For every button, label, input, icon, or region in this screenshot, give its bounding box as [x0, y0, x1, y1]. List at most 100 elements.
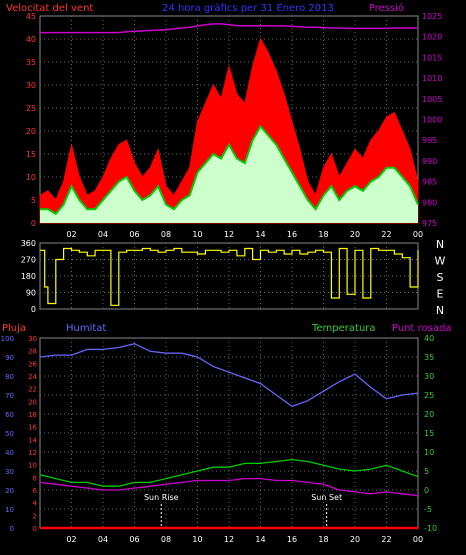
pressure-y-tick-label: 1025 [422, 12, 442, 21]
pressure-y-tick-label: 990 [422, 157, 437, 166]
x-tick-label: 18 [318, 230, 328, 239]
rain-y-tick-label: 16 [28, 424, 37, 432]
x-tick-label: 20 [350, 230, 360, 239]
wind-average-area [40, 126, 418, 223]
compass-letter: N [436, 238, 444, 251]
direction-y-tick-label: 270 [21, 256, 36, 265]
temperature-y-tick-label: -10 [424, 524, 437, 533]
wind-y-tick-label: 10 [26, 173, 36, 182]
wind-average-line [40, 124, 419, 216]
pressure-y-tick-label: 1015 [422, 53, 442, 62]
rain-label: Pluja [2, 323, 26, 334]
wind-gust-area [39, 37, 419, 224]
pressure-y-tick-label: 975 [422, 219, 437, 228]
temperature-plot-frame [39, 337, 419, 529]
humidity-y-tick-label: 100 [1, 335, 14, 343]
x-tick-label: 08 [161, 230, 171, 239]
x-tick-label: 14 [255, 230, 265, 239]
temperature-y-tick-label: 0 [424, 486, 429, 495]
x-tick-label: 02 [66, 230, 76, 239]
wind-y-tick-label: 45 [26, 12, 36, 21]
pressure-y-tick-label: 980 [422, 198, 437, 207]
wind-y-axis: 0 5 10 15 20 25 30 35 40 45 [26, 12, 36, 228]
temperature-y-tick-label: 10 [424, 448, 434, 457]
x-tick-label: 20 [350, 535, 360, 544]
wind-speed-label: Velocitat del vent [6, 3, 93, 14]
compass-letter: N [436, 304, 444, 317]
pressure-y-tick-label: 1005 [422, 95, 442, 104]
humidity-y-tick-label: 30 [5, 468, 14, 476]
wind-y-tick-label: 25 [26, 104, 36, 113]
x-tick-label: 02 [66, 535, 76, 544]
rain-y-tick-label: 30 [28, 335, 37, 343]
sun-marker-label: Sun Rise [144, 493, 179, 502]
wind-y-tick-label: 40 [26, 35, 36, 44]
x-tick-label: 14 [255, 535, 265, 544]
wind-direction-line [40, 247, 419, 306]
temperature-y-tick-label: 20 [424, 410, 434, 419]
wind-x-axis: 02 04 06 08 10 12 14 16 18 20 22 00 [66, 230, 423, 239]
temperature-label: Temperatura [311, 323, 376, 334]
temperature-y-tick-label: 40 [424, 334, 434, 343]
temperature-y-axis: -10 -5 0 5 10 15 20 25 30 35 40 [424, 334, 437, 533]
compass-letter: E [437, 288, 444, 301]
x-tick-label: 12 [224, 230, 234, 239]
x-tick-label: 10 [192, 535, 202, 544]
rain-y-tick-label: 10 [28, 462, 37, 470]
x-tick-label: 00 [413, 230, 423, 239]
rain-y-tick-label: 6 [33, 487, 38, 495]
x-tick-label: 04 [98, 535, 108, 544]
x-tick-label: 08 [161, 535, 171, 544]
direction-y-tick-label: 180 [21, 272, 36, 281]
direction-y-tick-label: 0 [31, 305, 36, 314]
rain-y-tick-label: 8 [33, 474, 37, 482]
temperature-y-tick-label: 5 [424, 467, 429, 476]
x-tick-label: 10 [192, 230, 202, 239]
rain-y-tick-label: 4 [33, 500, 38, 508]
wind-series [39, 23, 419, 224]
sun-marker-label: Sun Set [311, 493, 342, 502]
wind-y-tick-label: 15 [26, 150, 36, 159]
pressure-label: Pressió [369, 2, 404, 14]
humidity-y-tick-label: 60 [5, 411, 14, 419]
temperature-series [39, 343, 419, 530]
pressure-y-tick-label: 1000 [422, 116, 442, 125]
temperature-y-tick-label: 30 [424, 372, 434, 381]
pressure-y-tick-label: 995 [422, 136, 437, 145]
pressure-line [40, 23, 418, 34]
x-tick-label: 06 [129, 535, 139, 544]
rain-y-tick-label: 18 [28, 411, 37, 419]
rain-y-tick-label: 14 [28, 436, 37, 444]
compass-letter: S [437, 271, 444, 284]
chart-title: 24 hora gràfics per 31 Enero 2013 [162, 2, 334, 14]
temperature-y-tick-label: -5 [424, 505, 432, 514]
direction-y-tick-label: 90 [26, 289, 36, 298]
temperature-y-tick-label: 35 [424, 353, 434, 362]
x-tick-label: 22 [381, 230, 391, 239]
direction-series [40, 247, 419, 306]
humidity-y-tick-label: 80 [5, 373, 14, 381]
x-tick-label: 18 [318, 535, 328, 544]
humidity-y-tick-label: 20 [5, 487, 14, 495]
dewpoint-line [39, 477, 419, 497]
humidity-y-tick-label: 10 [5, 506, 14, 514]
rain-y-tick-label: 0 [33, 525, 37, 533]
wind-y-tick-label: 30 [26, 81, 36, 90]
temperature-line [39, 458, 419, 487]
humidity-y-tick-label: 40 [5, 449, 14, 457]
direction-y-tick-label: 360 [21, 239, 36, 248]
rain-y-tick-label: 24 [28, 373, 37, 381]
humidity-line [39, 343, 419, 408]
wind-y-tick-label: 20 [26, 127, 36, 136]
humidity-y-tick-label: 70 [5, 392, 14, 400]
humidity-y-tick-label: 0 [10, 525, 14, 533]
rain-y-tick-label: 12 [28, 449, 37, 457]
rain-y-tick-label: 26 [28, 360, 37, 368]
temperature-y-tick-label: 25 [424, 391, 434, 400]
dewpoint-label: Punt rosada [392, 323, 451, 334]
wind-y-tick-label: 5 [31, 196, 36, 205]
